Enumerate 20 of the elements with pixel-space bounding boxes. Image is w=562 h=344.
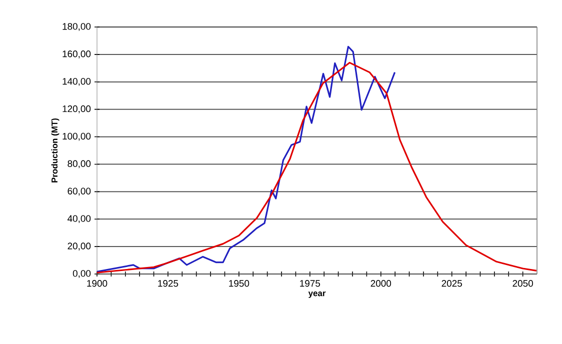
- x-tick-label: 1975: [300, 280, 320, 287]
- y-tick-label: 40,00: [68, 215, 91, 224]
- y-axis-title: Production (MT): [51, 118, 60, 182]
- y-tick-label: 180,00: [62, 23, 91, 31]
- y-tick-label: 120,00: [62, 105, 91, 114]
- y-tick-label: 0,00: [72, 270, 91, 278]
- x-tick-label: 1950: [229, 280, 250, 287]
- x-axis-title: year: [308, 292, 326, 298]
- x-tick-label: 2000: [370, 280, 392, 287]
- y-tick-label: 140,00: [62, 78, 91, 86]
- line-series: [96, 46, 396, 272]
- x-tick-label: 2025: [442, 280, 462, 287]
- y-tick-label: 60,00: [68, 188, 91, 196]
- y-tick-label: 100,00: [62, 132, 91, 141]
- y-tick-label: 160,00: [62, 50, 91, 58]
- y-tick-label: 20,00: [68, 242, 91, 250]
- x-tick-label: 2050: [512, 280, 533, 287]
- y-tick-label: 80,00: [68, 160, 91, 168]
- x-tick-label: 1925: [158, 280, 178, 287]
- x-tick-label: 1900: [87, 280, 108, 287]
